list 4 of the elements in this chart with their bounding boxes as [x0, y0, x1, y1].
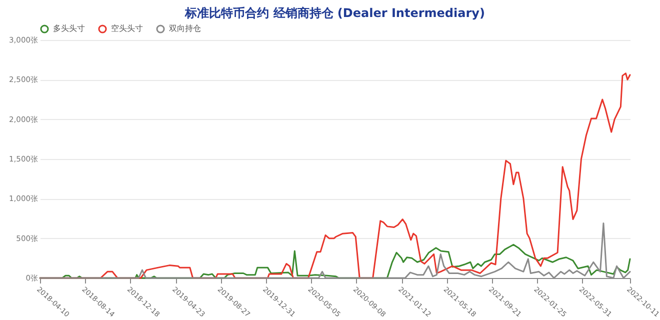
legend-label: 多头头寸 — [53, 24, 85, 33]
chart-title: 标准比特币合约 经销商持仓 (Dealer Intermediary) — [184, 6, 485, 20]
legend-label: 双向持仓 — [169, 24, 201, 33]
legend-label: 空头头寸 — [111, 24, 143, 33]
